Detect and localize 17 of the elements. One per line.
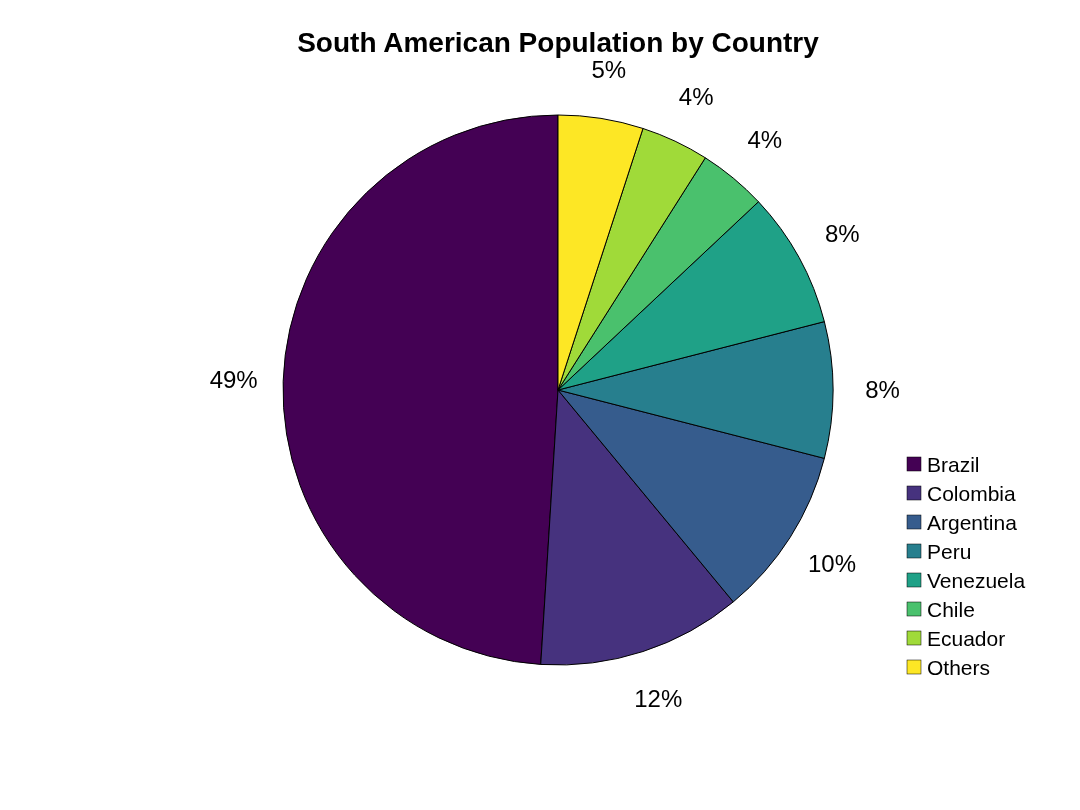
data-label: 8% xyxy=(865,376,900,404)
legend-label: Others xyxy=(927,656,991,680)
data-label: 10% xyxy=(807,550,857,578)
legend-label: Ecuador xyxy=(927,627,1006,651)
data-label: 12% xyxy=(634,685,683,713)
data-label: 4% xyxy=(678,82,714,110)
data-label: 4% xyxy=(747,126,783,154)
legend-label: Venezuela xyxy=(927,569,1026,593)
legend-label: Brazil xyxy=(927,453,980,477)
legend-label: Chile xyxy=(927,598,975,622)
chart-title: South American Population by Country xyxy=(297,27,820,58)
data-label: 49% xyxy=(209,366,258,394)
legend-label: Argentina xyxy=(927,511,1018,535)
legend-label: Colombia xyxy=(927,482,1017,506)
data-label: 8% xyxy=(825,220,860,248)
data-label: 5% xyxy=(591,55,627,83)
legend-label: Peru xyxy=(927,540,972,564)
